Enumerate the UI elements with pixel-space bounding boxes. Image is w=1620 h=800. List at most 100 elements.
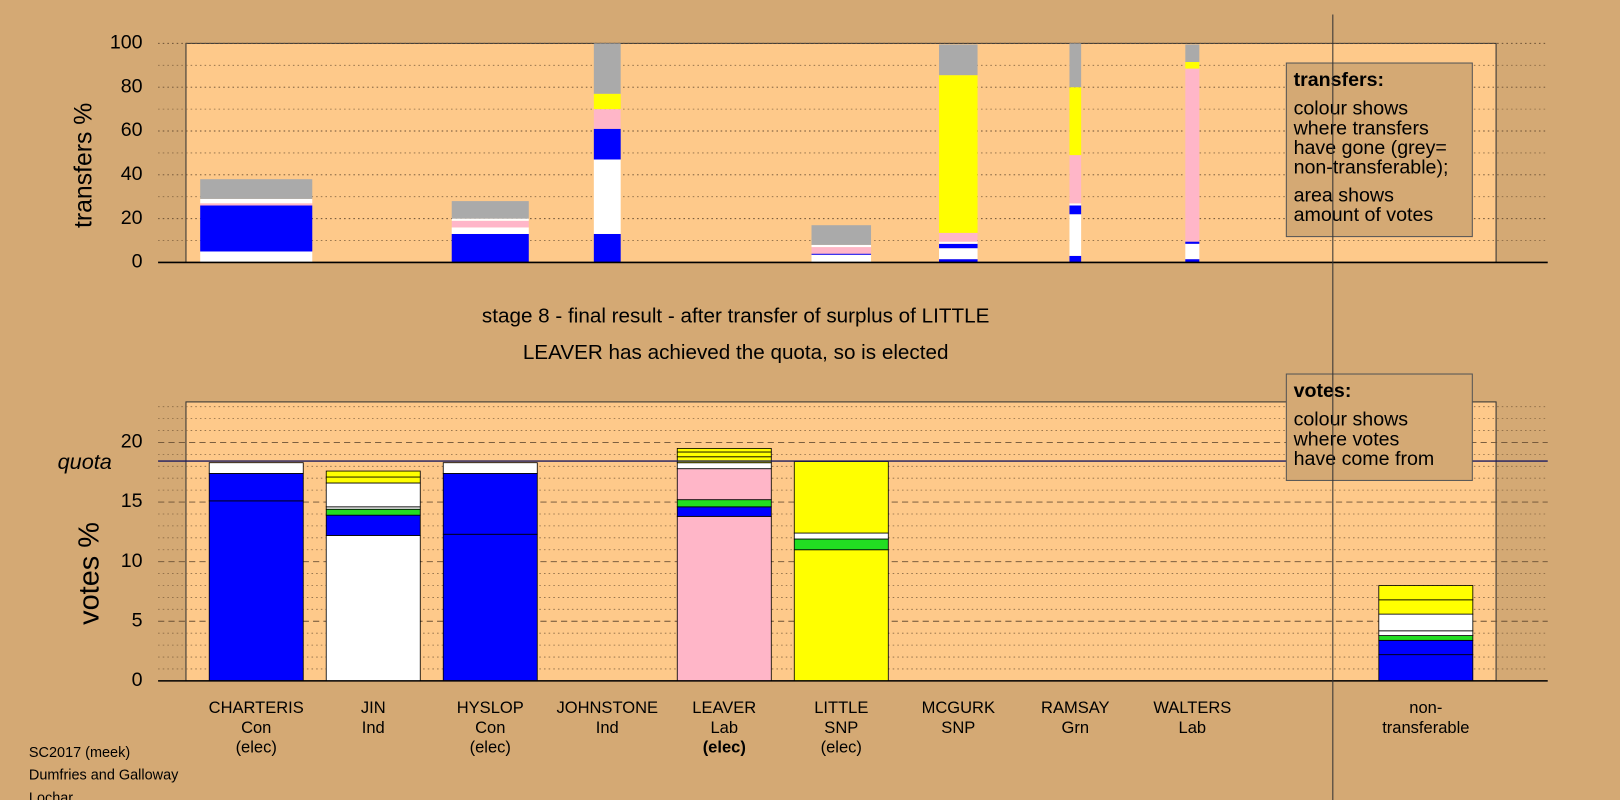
- bar-segment: [1069, 205, 1082, 215]
- bar-segment: [1069, 155, 1082, 204]
- legend-box: [1285, 373, 1473, 481]
- x-tick-label: WALTERS: [1153, 698, 1231, 717]
- bar-segment: [325, 508, 421, 516]
- bar-segment: [593, 43, 621, 94]
- x-tick-label: Con: [241, 718, 271, 737]
- bar-segment: [939, 259, 978, 263]
- bar-segment: [325, 535, 421, 682]
- bar-segment: [325, 482, 421, 508]
- y-tick-label: 40: [121, 163, 143, 185]
- bar-segment: [325, 514, 421, 536]
- bar-segment: [451, 201, 529, 219]
- bar-segment: [1378, 639, 1474, 656]
- y-tick-label: 0: [132, 669, 143, 691]
- y-tick-label: 0: [132, 251, 143, 273]
- x-tick-label: JIN: [361, 698, 386, 717]
- bar-segment: [1069, 214, 1082, 256]
- legend-text: amount of votes: [1294, 204, 1434, 226]
- y-tick-label: 80: [121, 75, 143, 97]
- bar-segment: [451, 233, 529, 263]
- bar-segment: [442, 533, 538, 682]
- legend-text: colour shows: [1294, 98, 1409, 120]
- bar-segment: [451, 227, 529, 234]
- bar-segment: [676, 515, 772, 682]
- bar-segment: [1378, 585, 1474, 601]
- bar-segment: [593, 159, 621, 234]
- x-tick-label: RAMSAY: [1041, 698, 1110, 717]
- footer-text: SC2017 (meek): [29, 745, 130, 761]
- x-tick-label: Con: [475, 718, 505, 737]
- x-tick-label: SNP: [824, 718, 858, 737]
- bar-segment: [442, 462, 538, 474]
- bar-segment: [1378, 613, 1474, 632]
- bar-segment: [811, 244, 872, 248]
- bar-segment: [939, 44, 978, 76]
- bar-segment: [325, 470, 421, 478]
- y-tick-label: 100: [110, 32, 143, 54]
- bar-segment: [676, 468, 772, 501]
- x-tick-label: JOHNSTONE: [556, 698, 658, 717]
- legend-heading: votes:: [1294, 380, 1352, 402]
- bar-segment: [1185, 259, 1200, 263]
- bar-segment: [939, 241, 978, 244]
- bar-segment: [1069, 203, 1082, 206]
- bar-segment: [1378, 635, 1474, 641]
- chart-root: stage 8 - final result - after transfer …: [29, 14, 1548, 800]
- x-tick-label: MCGURK: [922, 698, 995, 717]
- bar-segment: [1185, 241, 1200, 244]
- bar-segment: [793, 538, 889, 551]
- bar-segment: [811, 247, 872, 254]
- bar-segment: [200, 205, 313, 252]
- bar-segment: [200, 251, 313, 263]
- bar-segment: [208, 500, 304, 682]
- quota-label: quota: [58, 449, 112, 474]
- x-tick-label: Grn: [1062, 718, 1090, 737]
- bar-segment: [939, 75, 978, 233]
- y-tick-label: 5: [132, 609, 143, 631]
- stage-note: stage 8 - final result - after transfer …: [482, 305, 989, 328]
- x-tick-label: CHARTERIS: [209, 698, 304, 717]
- legend-text: have come from: [1294, 448, 1435, 470]
- y-tick-label: 10: [121, 550, 143, 572]
- bar-segment: [208, 462, 304, 474]
- x-tick-label: SNP: [941, 718, 975, 737]
- legend-box: [1285, 62, 1473, 238]
- y-axis-label: transfers %: [70, 103, 97, 228]
- bar-segment: [208, 473, 304, 502]
- bar-segment: [593, 109, 621, 129]
- y-tick-label: 60: [121, 119, 143, 141]
- x-tick-label: non-: [1409, 698, 1442, 717]
- bar-segment: [939, 248, 978, 260]
- bar-segment: [676, 456, 772, 464]
- bar-segment: [1378, 630, 1474, 636]
- bar-segment: [676, 506, 772, 517]
- stage-note: LEAVER has achieved the quota, so is ele…: [523, 341, 949, 364]
- x-tick-label: Ind: [362, 718, 385, 737]
- x-tick-label: transferable: [1382, 718, 1469, 737]
- bar-segment: [1069, 87, 1082, 156]
- bar-segment: [1185, 243, 1200, 260]
- y-axis-label: votes %: [74, 522, 106, 625]
- bar-segment: [939, 243, 978, 249]
- legend-text: where votes: [1293, 428, 1400, 450]
- bar-segment: [451, 218, 529, 221]
- bar-segment: [939, 232, 978, 242]
- y-tick-label: 20: [121, 207, 143, 229]
- legend-text: colour shows: [1294, 409, 1409, 431]
- x-tick-label: (elec): [470, 737, 511, 756]
- bar-segment: [1185, 44, 1200, 63]
- bar-segment: [1185, 62, 1200, 69]
- x-tick-label: Lab: [1179, 718, 1207, 737]
- x-tick-label: HYSLOP: [457, 698, 524, 717]
- footer-text: Dumfries and Galloway: [29, 768, 179, 784]
- bar-segment: [1378, 654, 1474, 682]
- x-tick-label: Ind: [596, 718, 619, 737]
- bar-segment: [811, 225, 872, 245]
- bar-segment: [200, 203, 313, 206]
- footer-text: Lochar: [29, 790, 73, 800]
- bar-segment: [200, 179, 313, 199]
- legend-text: where transfers: [1293, 117, 1429, 139]
- bar-segment: [793, 549, 889, 682]
- bar-segment: [451, 220, 529, 228]
